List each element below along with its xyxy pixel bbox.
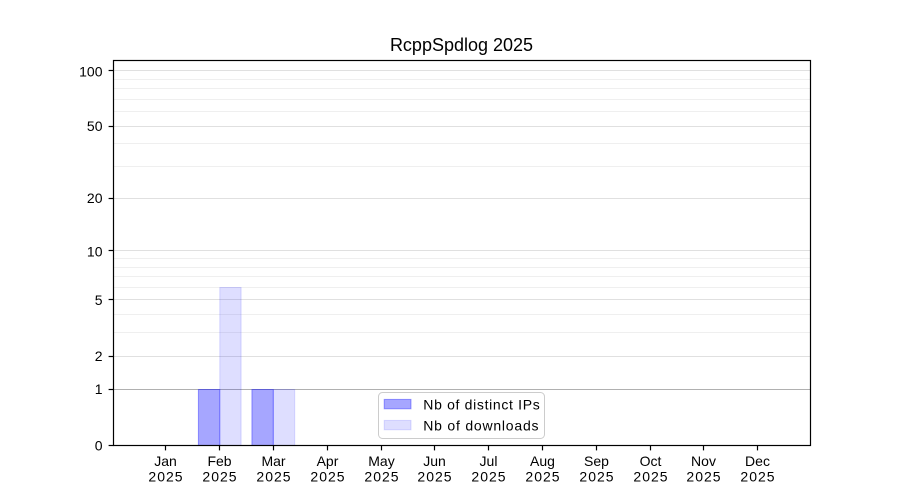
svg-text:Nb of distinct IPs: Nb of distinct IPs [423, 396, 540, 412]
svg-text:2025: 2025 [471, 469, 506, 485]
svg-text:Jun: Jun [423, 453, 446, 469]
svg-text:20: 20 [87, 190, 103, 206]
svg-text:2025: 2025 [148, 469, 183, 485]
svg-text:Feb: Feb [207, 453, 231, 469]
svg-text:Apr: Apr [317, 453, 339, 469]
svg-text:Jan: Jan [154, 453, 177, 469]
svg-text:Dec: Dec [745, 453, 770, 469]
svg-text:2025: 2025 [364, 469, 399, 485]
svg-text:Mar: Mar [261, 453, 285, 469]
svg-text:5: 5 [95, 292, 103, 308]
svg-text:2025: 2025 [310, 469, 345, 485]
svg-text:1: 1 [95, 381, 103, 397]
svg-text:Nov: Nov [691, 453, 716, 469]
svg-text:2025: 2025 [579, 469, 614, 485]
svg-text:2025: 2025 [525, 469, 560, 485]
svg-text:2025: 2025 [633, 469, 668, 485]
svg-text:Aug: Aug [530, 453, 555, 469]
svg-text:Sep: Sep [584, 453, 609, 469]
svg-text:Nb of downloads: Nb of downloads [423, 417, 539, 433]
svg-text:100: 100 [79, 63, 103, 79]
svg-text:2025: 2025 [686, 469, 721, 485]
svg-text:2025: 2025 [740, 469, 775, 485]
svg-text:0: 0 [95, 437, 103, 453]
svg-text:2025: 2025 [417, 469, 452, 485]
svg-text:2025: 2025 [256, 469, 291, 485]
svg-text:2025: 2025 [202, 469, 237, 485]
svg-text:50: 50 [87, 118, 103, 134]
svg-text:RcppSpdlog 2025: RcppSpdlog 2025 [390, 35, 533, 55]
svg-text:May: May [368, 453, 394, 469]
svg-text:2: 2 [95, 348, 103, 364]
svg-text:10: 10 [87, 243, 103, 259]
svg-text:Jul: Jul [480, 453, 498, 469]
svg-text:Oct: Oct [640, 453, 662, 469]
